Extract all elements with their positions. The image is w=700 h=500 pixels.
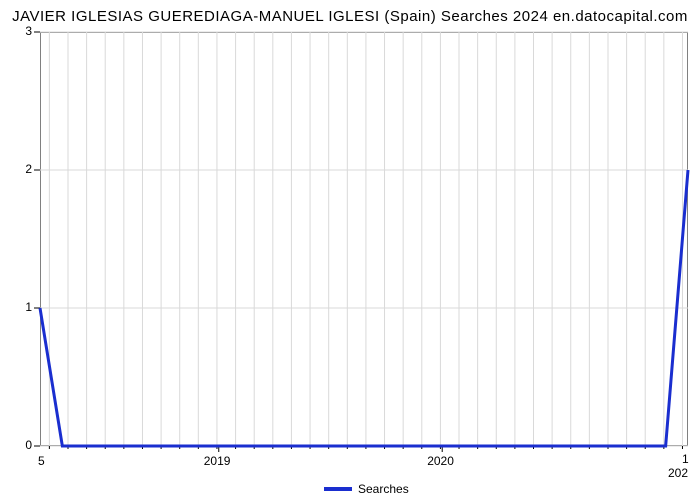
series-line [40, 170, 688, 446]
chart-container: JAVIER IGLESIAS GUEREDIAGA-MANUEL IGLESI… [0, 0, 700, 500]
series-lines [0, 0, 700, 500]
